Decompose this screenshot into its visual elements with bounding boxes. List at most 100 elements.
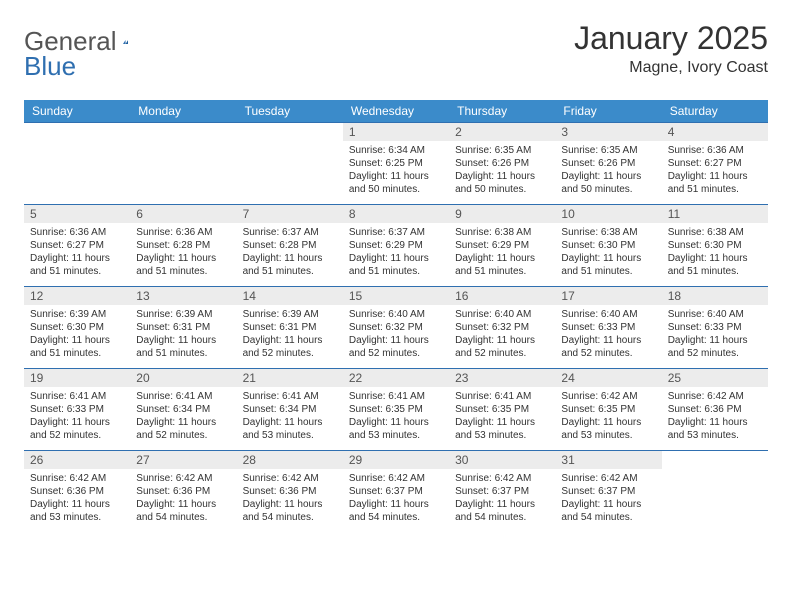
sunset-text: Sunset: 6:33 PM — [30, 403, 124, 416]
daylight-text: Daylight: 11 hours and 51 minutes. — [136, 252, 230, 278]
calendar-day-cell: 8Sunrise: 6:37 AMSunset: 6:29 PMDaylight… — [343, 205, 449, 287]
calendar-day-cell: 24Sunrise: 6:42 AMSunset: 6:35 PMDayligh… — [555, 369, 661, 451]
sunrise-text: Sunrise: 6:38 AM — [455, 226, 549, 239]
day-number: 2 — [449, 123, 555, 141]
calendar-day-cell: 2Sunrise: 6:35 AMSunset: 6:26 PMDaylight… — [449, 123, 555, 205]
calendar-day-cell — [662, 451, 768, 533]
daylight-text: Daylight: 11 hours and 51 minutes. — [561, 252, 655, 278]
day-details: Sunrise: 6:42 AMSunset: 6:36 PMDaylight:… — [130, 469, 236, 528]
calendar-day-cell: 13Sunrise: 6:39 AMSunset: 6:31 PMDayligh… — [130, 287, 236, 369]
day-number: 10 — [555, 205, 661, 223]
sunset-text: Sunset: 6:27 PM — [668, 157, 762, 170]
sunrise-text: Sunrise: 6:42 AM — [561, 390, 655, 403]
day-number: 30 — [449, 451, 555, 469]
calendar-day-cell — [130, 123, 236, 205]
calendar-day-cell: 16Sunrise: 6:40 AMSunset: 6:32 PMDayligh… — [449, 287, 555, 369]
daylight-text: Daylight: 11 hours and 52 minutes. — [30, 416, 124, 442]
month-title: January 2025 — [574, 20, 768, 57]
sunrise-text: Sunrise: 6:35 AM — [561, 144, 655, 157]
daylight-text: Daylight: 11 hours and 53 minutes. — [561, 416, 655, 442]
logo-text-blue: Blue — [24, 51, 76, 81]
sunrise-text: Sunrise: 6:38 AM — [668, 226, 762, 239]
sunset-text: Sunset: 6:31 PM — [243, 321, 337, 334]
day-number: 8 — [343, 205, 449, 223]
sunrise-text: Sunrise: 6:34 AM — [349, 144, 443, 157]
sunset-text: Sunset: 6:33 PM — [561, 321, 655, 334]
calendar-week-row: 1Sunrise: 6:34 AMSunset: 6:25 PMDaylight… — [24, 123, 768, 205]
sunset-text: Sunset: 6:37 PM — [349, 485, 443, 498]
title-block: January 2025 Magne, Ivory Coast — [574, 20, 768, 77]
sunset-text: Sunset: 6:37 PM — [455, 485, 549, 498]
day-details: Sunrise: 6:37 AMSunset: 6:28 PMDaylight:… — [237, 223, 343, 282]
day-number: 3 — [555, 123, 661, 141]
sunset-text: Sunset: 6:29 PM — [455, 239, 549, 252]
daylight-text: Daylight: 11 hours and 53 minutes. — [243, 416, 337, 442]
sunset-text: Sunset: 6:34 PM — [136, 403, 230, 416]
sunrise-text: Sunrise: 6:42 AM — [30, 472, 124, 485]
daylight-text: Daylight: 11 hours and 51 minutes. — [30, 334, 124, 360]
daylight-text: Daylight: 11 hours and 51 minutes. — [243, 252, 337, 278]
calendar-week-row: 19Sunrise: 6:41 AMSunset: 6:33 PMDayligh… — [24, 369, 768, 451]
daylight-text: Daylight: 11 hours and 53 minutes. — [30, 498, 124, 524]
sunset-text: Sunset: 6:28 PM — [243, 239, 337, 252]
sunrise-text: Sunrise: 6:40 AM — [561, 308, 655, 321]
calendar-day-cell: 7Sunrise: 6:37 AMSunset: 6:28 PMDaylight… — [237, 205, 343, 287]
sunrise-text: Sunrise: 6:39 AM — [243, 308, 337, 321]
sunset-text: Sunset: 6:33 PM — [668, 321, 762, 334]
daylight-text: Daylight: 11 hours and 52 minutes. — [349, 334, 443, 360]
day-details: Sunrise: 6:41 AMSunset: 6:35 PMDaylight:… — [449, 387, 555, 446]
day-details: Sunrise: 6:41 AMSunset: 6:33 PMDaylight:… — [24, 387, 130, 446]
daylight-text: Daylight: 11 hours and 51 minutes. — [455, 252, 549, 278]
calendar-day-cell: 4Sunrise: 6:36 AMSunset: 6:27 PMDaylight… — [662, 123, 768, 205]
sunrise-text: Sunrise: 6:38 AM — [561, 226, 655, 239]
daylight-text: Daylight: 11 hours and 52 minutes. — [243, 334, 337, 360]
calendar-day-cell: 17Sunrise: 6:40 AMSunset: 6:33 PMDayligh… — [555, 287, 661, 369]
day-details: Sunrise: 6:41 AMSunset: 6:34 PMDaylight:… — [130, 387, 236, 446]
day-details: Sunrise: 6:36 AMSunset: 6:27 PMDaylight:… — [24, 223, 130, 282]
day-number: 11 — [662, 205, 768, 223]
day-number: 24 — [555, 369, 661, 387]
sunset-text: Sunset: 6:36 PM — [668, 403, 762, 416]
calendar-day-cell: 27Sunrise: 6:42 AMSunset: 6:36 PMDayligh… — [130, 451, 236, 533]
calendar-day-cell: 30Sunrise: 6:42 AMSunset: 6:37 PMDayligh… — [449, 451, 555, 533]
sunset-text: Sunset: 6:26 PM — [455, 157, 549, 170]
calendar-day-cell: 11Sunrise: 6:38 AMSunset: 6:30 PMDayligh… — [662, 205, 768, 287]
calendar-table: Sunday Monday Tuesday Wednesday Thursday… — [24, 100, 768, 533]
day-header: Wednesday — [343, 100, 449, 123]
calendar-day-cell: 31Sunrise: 6:42 AMSunset: 6:37 PMDayligh… — [555, 451, 661, 533]
daylight-text: Daylight: 11 hours and 54 minutes. — [349, 498, 443, 524]
day-details: Sunrise: 6:40 AMSunset: 6:32 PMDaylight:… — [449, 305, 555, 364]
calendar-day-cell: 15Sunrise: 6:40 AMSunset: 6:32 PMDayligh… — [343, 287, 449, 369]
sunset-text: Sunset: 6:36 PM — [136, 485, 230, 498]
day-details: Sunrise: 6:40 AMSunset: 6:33 PMDaylight:… — [662, 305, 768, 364]
daylight-text: Daylight: 11 hours and 52 minutes. — [455, 334, 549, 360]
day-details: Sunrise: 6:38 AMSunset: 6:30 PMDaylight:… — [662, 223, 768, 282]
day-number: 1 — [343, 123, 449, 141]
sunrise-text: Sunrise: 6:41 AM — [455, 390, 549, 403]
day-number: 15 — [343, 287, 449, 305]
sunrise-text: Sunrise: 6:41 AM — [30, 390, 124, 403]
daylight-text: Daylight: 11 hours and 51 minutes. — [668, 170, 762, 196]
day-details: Sunrise: 6:42 AMSunset: 6:37 PMDaylight:… — [555, 469, 661, 528]
calendar-day-cell: 14Sunrise: 6:39 AMSunset: 6:31 PMDayligh… — [237, 287, 343, 369]
day-details: Sunrise: 6:39 AMSunset: 6:31 PMDaylight:… — [130, 305, 236, 364]
calendar-week-row: 26Sunrise: 6:42 AMSunset: 6:36 PMDayligh… — [24, 451, 768, 533]
day-details: Sunrise: 6:39 AMSunset: 6:30 PMDaylight:… — [24, 305, 130, 364]
sunset-text: Sunset: 6:36 PM — [243, 485, 337, 498]
calendar-day-cell: 29Sunrise: 6:42 AMSunset: 6:37 PMDayligh… — [343, 451, 449, 533]
calendar-day-cell — [24, 123, 130, 205]
day-number: 6 — [130, 205, 236, 223]
day-details: Sunrise: 6:38 AMSunset: 6:29 PMDaylight:… — [449, 223, 555, 282]
sunset-text: Sunset: 6:25 PM — [349, 157, 443, 170]
sunrise-text: Sunrise: 6:41 AM — [136, 390, 230, 403]
sunset-text: Sunset: 6:27 PM — [30, 239, 124, 252]
sunset-text: Sunset: 6:30 PM — [668, 239, 762, 252]
sunrise-text: Sunrise: 6:36 AM — [668, 144, 762, 157]
daylight-text: Daylight: 11 hours and 50 minutes. — [349, 170, 443, 196]
day-number: 16 — [449, 287, 555, 305]
day-number: 23 — [449, 369, 555, 387]
daylight-text: Daylight: 11 hours and 51 minutes. — [136, 334, 230, 360]
day-details: Sunrise: 6:42 AMSunset: 6:36 PMDaylight:… — [662, 387, 768, 446]
calendar-day-cell: 20Sunrise: 6:41 AMSunset: 6:34 PMDayligh… — [130, 369, 236, 451]
day-details: Sunrise: 6:41 AMSunset: 6:35 PMDaylight:… — [343, 387, 449, 446]
